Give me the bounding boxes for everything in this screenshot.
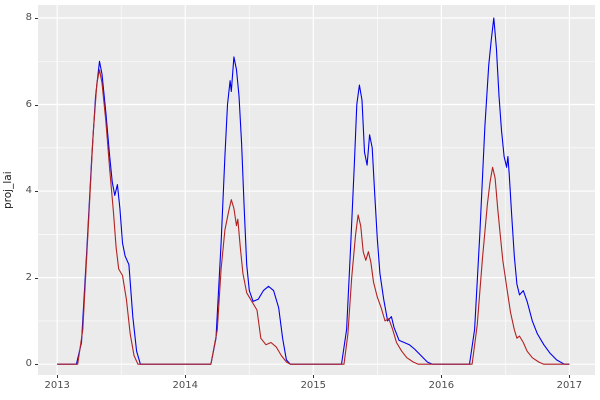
y-tick-mark — [35, 191, 38, 193]
y-tick-mark — [35, 277, 38, 279]
plot-panel — [38, 5, 595, 375]
series-line-red — [57, 69, 570, 365]
y-tick-label: 8 — [25, 11, 32, 23]
x-tick-label: 2016 — [428, 380, 455, 391]
x-tick-label: 2015 — [300, 380, 327, 391]
y-tick-label: 4 — [25, 185, 32, 197]
x-tick-mark — [313, 375, 315, 378]
x-tick-label: 2017 — [556, 380, 583, 391]
x-tick-label: 2013 — [44, 380, 70, 391]
y-tick-label: 2 — [25, 271, 32, 283]
plot-canvas — [38, 5, 595, 375]
y-tick-label: 0 — [25, 358, 32, 370]
x-tick-mark — [185, 375, 187, 378]
x-tick-mark — [569, 375, 571, 378]
y-tick-mark — [35, 364, 38, 366]
series-line-blue — [57, 17, 570, 365]
x-tick-label: 2014 — [172, 380, 198, 391]
x-tick-mark — [57, 375, 59, 378]
y-tick-mark — [35, 104, 38, 106]
panel-background — [38, 5, 595, 375]
y-tick-label: 6 — [25, 98, 32, 110]
y-tick-mark — [35, 17, 38, 19]
x-tick-mark — [441, 375, 443, 378]
